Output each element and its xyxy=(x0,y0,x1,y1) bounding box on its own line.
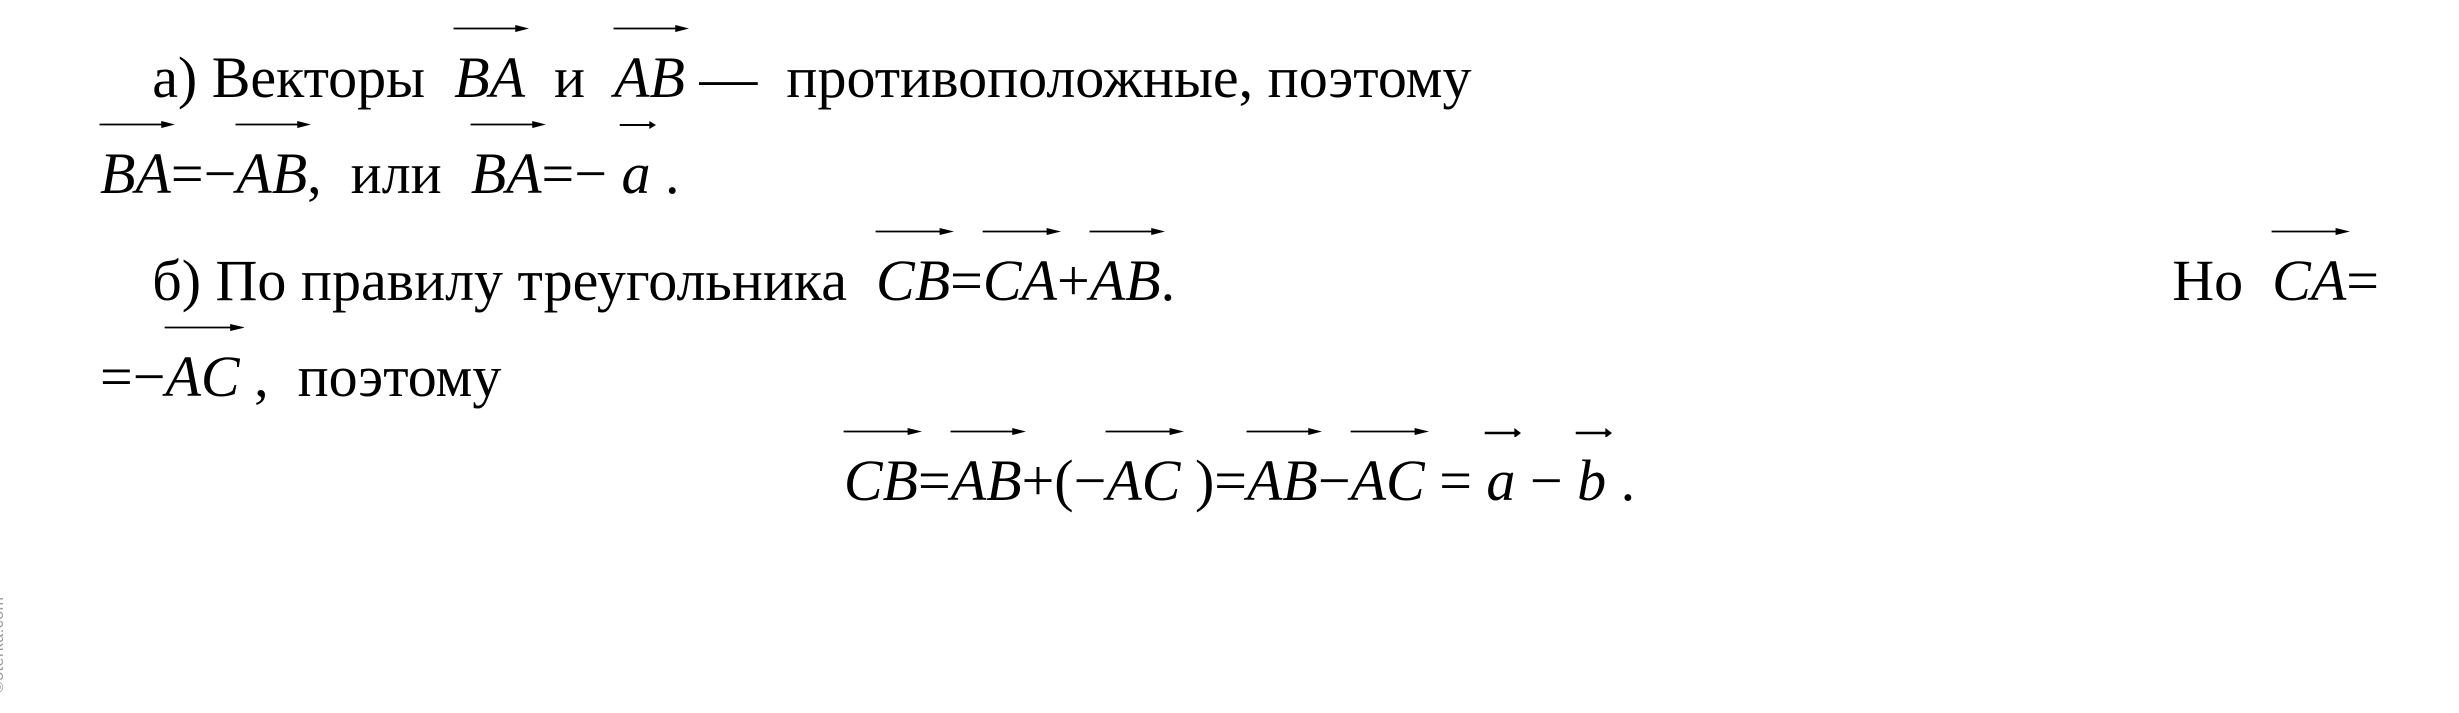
eq: = xyxy=(542,141,575,206)
plus: + xyxy=(1022,448,1055,513)
vector-AB: AB xyxy=(1247,433,1318,529)
vector-a: a xyxy=(621,126,650,222)
vector-CB: CB xyxy=(876,233,950,329)
part-b-line2: =−AC , поэтому xyxy=(100,329,2379,425)
word-opposite: противоположные, поэтому xyxy=(786,45,1471,110)
rparen: ) xyxy=(1195,448,1214,513)
watermark-text: ©5terka.com xyxy=(0,597,8,693)
comma: , xyxy=(307,141,322,206)
word-but: Но xyxy=(2172,248,2243,313)
minus: − xyxy=(1318,448,1351,513)
plus: + xyxy=(1057,248,1090,313)
vector-AB: AB xyxy=(1090,233,1161,329)
part-a-line1: а) Векторы BA и AB — противоположные, по… xyxy=(100,30,2379,126)
part-b-line1: б) По правилу треугольника CB=CA+AB. Но … xyxy=(100,233,2379,329)
vector-BA: BA xyxy=(471,126,542,222)
vector-AC: AC xyxy=(1351,433,1425,529)
eq: = xyxy=(918,448,951,513)
minus: − xyxy=(133,344,166,409)
eq: = xyxy=(1214,448,1247,513)
word-and: и xyxy=(554,45,585,110)
period: . xyxy=(665,141,680,206)
comma: , xyxy=(254,344,269,409)
vector-CA: CA xyxy=(2272,233,2346,329)
vector-AC: AC xyxy=(165,329,239,425)
vector-BA: BA xyxy=(100,126,171,222)
eq: = xyxy=(100,344,133,409)
eq: = xyxy=(2346,248,2379,313)
word-therefore: поэтому xyxy=(298,344,502,409)
eq: = xyxy=(950,248,983,313)
word-vectors: Векторы xyxy=(212,45,425,110)
eq: = xyxy=(171,141,204,206)
eq: = xyxy=(1439,448,1472,513)
minus: − xyxy=(1530,448,1563,513)
triangle-rule: По правилу треугольника xyxy=(216,248,848,313)
vector-AC: AC xyxy=(1106,433,1180,529)
minus: − xyxy=(204,141,237,206)
vector-CA: CA xyxy=(983,233,1057,329)
vector-AB: AB xyxy=(614,30,685,126)
vector-CB: CB xyxy=(844,433,918,529)
vector-b: b xyxy=(1577,433,1606,529)
word-or: или xyxy=(351,141,442,206)
lparen: ( xyxy=(1054,448,1073,513)
minus: − xyxy=(574,141,607,206)
minus: − xyxy=(1074,448,1107,513)
part-b-equation: CB=AB+(−AC )=AB−AC = a − b . xyxy=(100,433,2379,529)
math-solution-block: а) Векторы BA и AB — противоположные, по… xyxy=(0,0,2459,549)
vector-BA: BA xyxy=(454,30,525,126)
vector-AB: AB xyxy=(236,126,307,222)
vector-AB: AB xyxy=(951,433,1022,529)
vector-a: a xyxy=(1486,433,1515,529)
period: . xyxy=(1621,448,1636,513)
part-a-line2: BA=−AB, или BA=− a . xyxy=(100,126,2379,222)
label-a: а) xyxy=(152,45,197,110)
dash: — xyxy=(699,45,757,110)
label-b: б) xyxy=(152,248,201,313)
period: . xyxy=(1161,248,1176,313)
